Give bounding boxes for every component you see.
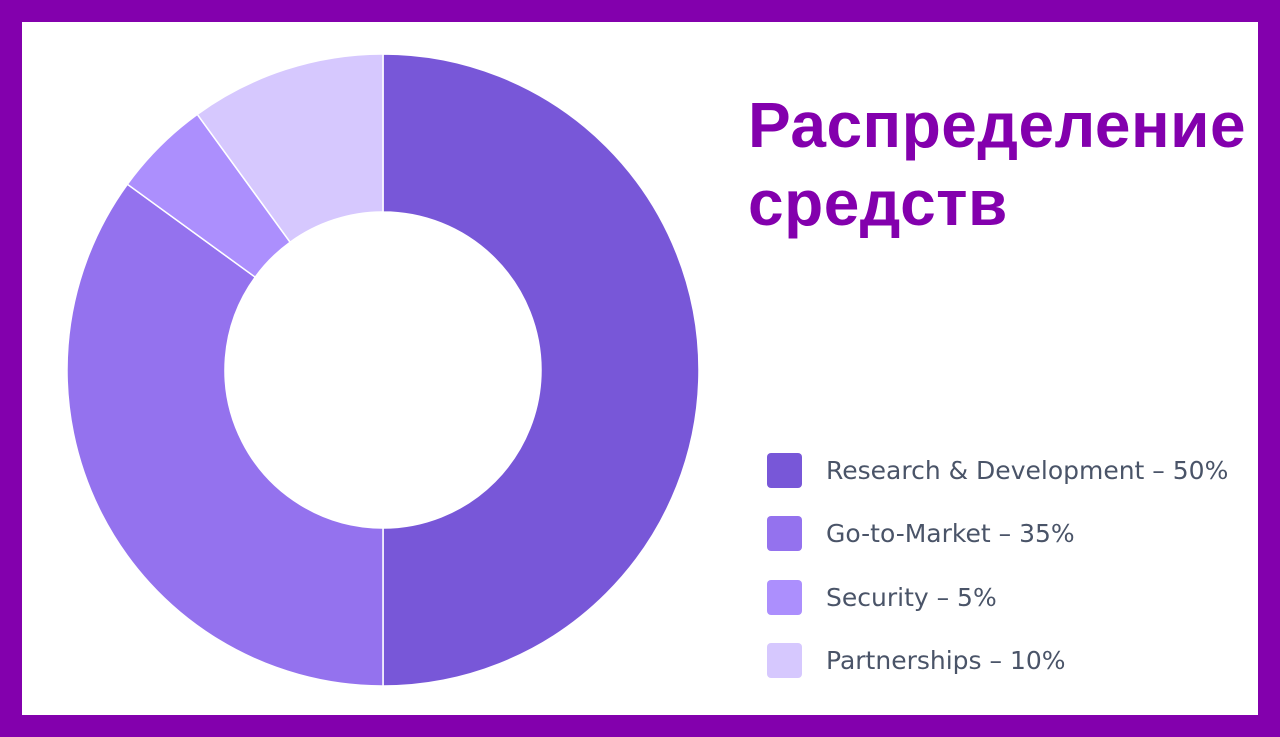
chart-legend: Research & Development – 50% Go-to-Marke… [767,452,1228,706]
legend-item-partnerships: Partnerships – 10% [767,643,1228,679]
legend-item-research: Research & Development – 50% [767,452,1228,488]
legend-swatch-research [767,452,802,488]
donut-slice-go-to-market [66,183,384,687]
legend-swatch-go-to-market [767,516,802,551]
chart-title: Распределение средств [748,89,1247,239]
legend-label-partnerships: Partnerships – 10% [826,646,1066,675]
donut-chart [66,53,700,687]
legend-item-go-to-market: Go-to-Market – 35% [767,516,1228,552]
chart-card: Распределение средств Research & Develop… [22,22,1258,715]
legend-swatch-partnerships [767,643,802,678]
legend-label-security: Security – 5% [826,582,997,612]
legend-item-security: Security – 5% [767,579,1228,615]
legend-label-go-to-market: Go-to-Market – 35% [826,519,1075,548]
legend-label-research: Research & Development – 50% [826,455,1229,485]
donut-slice-partnerships [196,53,384,244]
legend-swatch-security [767,579,802,615]
donut-slice-research [382,53,700,687]
